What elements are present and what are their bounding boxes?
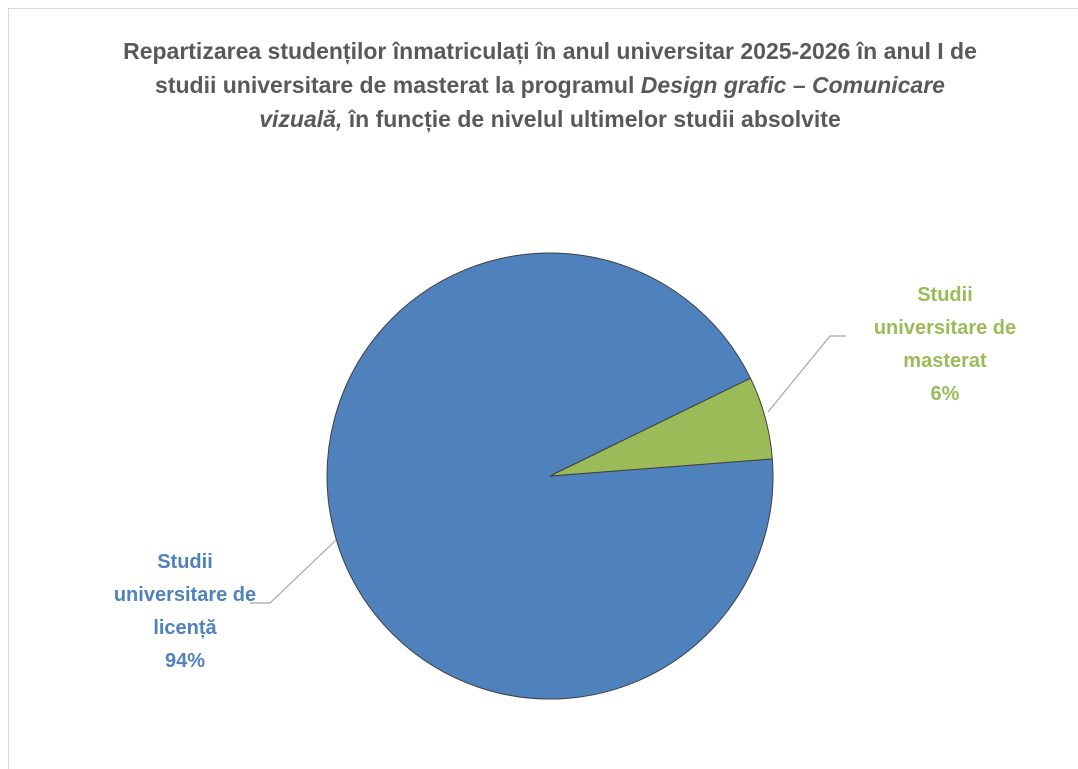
pie-slice [549,377,773,477]
value-label: 6% [930,383,960,405]
leader-line [767,335,846,413]
category-label: Studii universitare de licență [113,551,257,639]
chart-title: Repartizarea studenților înmatriculați î… [120,34,980,136]
title-part: în funcție de nivelul ultimelor studii a… [342,106,841,132]
title-part: Repartizarea studenților înmatriculați î… [123,38,977,98]
data-label: Studii universitare de licență 94% [100,546,270,678]
value-label: 94% [164,650,206,672]
leader-line [250,539,337,604]
chart-area [8,8,1078,769]
category-label: Studii universitare de masterat [873,284,1017,372]
title-part-italic: Design grafic – Comunicare vizuală, [259,72,945,132]
data-label: Studii universitare de masterat 6% [860,279,1030,411]
